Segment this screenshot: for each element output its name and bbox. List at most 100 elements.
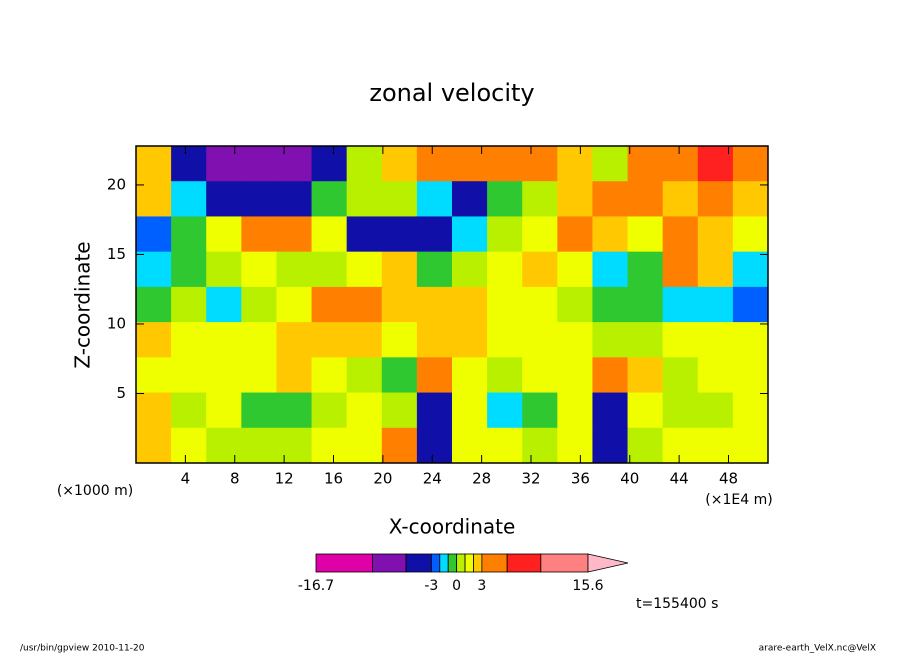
colorbar-bin bbox=[464, 553, 474, 573]
colorbar-tick-label: -16.7 bbox=[298, 578, 334, 594]
y-tick-label: 5 bbox=[116, 384, 126, 402]
field-cell bbox=[662, 286, 699, 323]
colorbar-bin bbox=[405, 553, 432, 573]
field-cell bbox=[171, 322, 207, 358]
field-cell bbox=[487, 357, 523, 394]
field-cell bbox=[206, 357, 242, 394]
field-cell bbox=[452, 427, 488, 464]
colorbar-bin bbox=[439, 553, 449, 573]
field-cell bbox=[136, 181, 172, 217]
field-cell bbox=[732, 392, 769, 429]
colorbar-tick-label: -3 bbox=[424, 578, 438, 594]
field-cell bbox=[346, 427, 383, 464]
field-cell bbox=[206, 251, 242, 288]
field-cell bbox=[241, 427, 277, 464]
colorbar-bin bbox=[456, 553, 466, 573]
x-tick-label: 28 bbox=[472, 470, 491, 488]
field-cell bbox=[627, 286, 664, 323]
field-cell bbox=[276, 322, 313, 358]
field-cell bbox=[732, 181, 769, 217]
field-cell bbox=[522, 357, 558, 394]
field-cell bbox=[206, 286, 242, 323]
field-cell bbox=[732, 251, 769, 288]
field-cell bbox=[311, 146, 348, 182]
field-cell bbox=[732, 286, 769, 323]
field-cell bbox=[136, 216, 172, 253]
field-cell bbox=[346, 146, 383, 182]
field-cell bbox=[346, 251, 383, 288]
field-cell bbox=[381, 181, 418, 217]
field-cell bbox=[346, 322, 383, 358]
field-cell bbox=[662, 392, 699, 429]
footer-right: arare-earth_VelX.nc@VelX bbox=[759, 644, 876, 654]
field-cell bbox=[381, 427, 418, 464]
field-cell bbox=[522, 251, 558, 288]
field-cell bbox=[662, 322, 699, 358]
field-cell bbox=[487, 146, 523, 182]
colorbar-bin bbox=[315, 553, 373, 573]
field-cell bbox=[452, 146, 488, 182]
colorbar-bin bbox=[481, 553, 508, 573]
field-cell bbox=[662, 427, 699, 464]
field-cell bbox=[416, 146, 453, 182]
field-cell bbox=[697, 146, 734, 182]
colorbar-bin bbox=[540, 553, 589, 573]
field-cell bbox=[381, 357, 418, 394]
field-cell bbox=[452, 181, 488, 217]
x-unit-right: (×1E4 m) bbox=[705, 492, 772, 508]
x-tick-label: 48 bbox=[719, 470, 738, 488]
field-cell bbox=[381, 392, 418, 429]
x-tick-label: 40 bbox=[620, 470, 639, 488]
field-cell bbox=[732, 216, 769, 253]
field-cell bbox=[592, 251, 629, 288]
field-cell bbox=[311, 286, 348, 323]
x-tick-label: 12 bbox=[275, 470, 294, 488]
field-cell bbox=[732, 427, 769, 464]
footer-left: /usr/bin/gpview 2010-11-20 bbox=[20, 644, 145, 654]
field-cell bbox=[171, 216, 207, 253]
field-cell bbox=[627, 357, 664, 394]
field-cell bbox=[662, 146, 699, 182]
field-cell bbox=[592, 216, 629, 253]
field-cell bbox=[136, 427, 172, 464]
field-cell bbox=[557, 392, 593, 429]
field-cell bbox=[171, 251, 207, 288]
field-cell bbox=[416, 357, 453, 394]
field-cell bbox=[346, 392, 383, 429]
colorbar-bin bbox=[447, 553, 458, 573]
field-cell bbox=[697, 181, 734, 217]
field-cell bbox=[487, 181, 523, 217]
x-unit-left: (×1000 m) bbox=[57, 483, 133, 499]
field-cell bbox=[136, 251, 172, 288]
field-cell bbox=[592, 146, 629, 182]
field-cell bbox=[171, 181, 207, 217]
field-cell bbox=[452, 216, 488, 253]
field-cell bbox=[592, 357, 629, 394]
field-cell bbox=[381, 251, 418, 288]
field-cell bbox=[697, 427, 734, 464]
field-cell bbox=[346, 181, 383, 217]
field-cell bbox=[522, 427, 558, 464]
field-cell bbox=[416, 286, 453, 323]
field-cell bbox=[557, 251, 593, 288]
field-cell bbox=[732, 322, 769, 358]
field-cell bbox=[487, 392, 523, 429]
field-cell bbox=[276, 181, 313, 217]
field-cell bbox=[592, 322, 629, 358]
field-cell bbox=[416, 216, 453, 253]
field-cell bbox=[557, 146, 593, 182]
field-cell bbox=[732, 357, 769, 394]
field-cell bbox=[452, 322, 488, 358]
field-cell bbox=[452, 392, 488, 429]
field-cell bbox=[416, 322, 453, 358]
field-cell bbox=[171, 427, 207, 464]
colorbar-bin bbox=[372, 553, 407, 573]
field-cell bbox=[206, 322, 242, 358]
x-tick-label: 24 bbox=[423, 470, 442, 488]
field-cell bbox=[136, 357, 172, 394]
field-cell bbox=[241, 286, 277, 323]
field-cell bbox=[276, 286, 313, 323]
field-cell bbox=[311, 427, 348, 464]
field-cell bbox=[592, 392, 629, 429]
